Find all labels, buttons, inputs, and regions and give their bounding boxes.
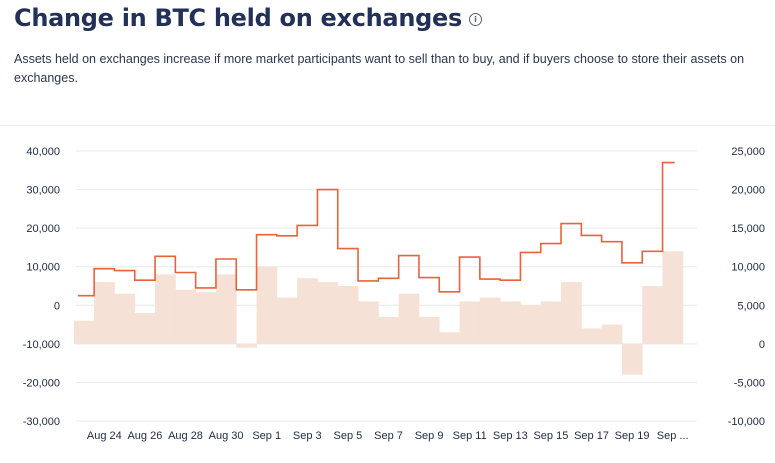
divider (0, 125, 775, 126)
btc-change-line (78, 161, 675, 297)
title-row: Change in BTC held on exchanges i (14, 4, 482, 32)
x-tick-label: Sep 3 (293, 430, 322, 442)
x-tick-label: Sep 5 (334, 430, 363, 442)
area-bar (520, 305, 542, 344)
area-bar (256, 266, 278, 344)
y-left-tick-label: -20,000 (23, 377, 60, 389)
y-left-tick-label: 10,000 (26, 262, 60, 274)
area-bar (73, 320, 95, 344)
x-tick-label: Sep 13 (493, 430, 528, 442)
area-bar (297, 278, 318, 344)
y-left-tick-label: -10,000 (23, 339, 60, 351)
area-bar (317, 282, 339, 344)
x-tick-label: Aug 26 (127, 430, 162, 442)
x-tick-label: Sep 17 (574, 430, 609, 442)
y-right-tick-label: 5,000 (737, 300, 765, 312)
area-bar (418, 316, 440, 344)
area-bar (459, 301, 481, 344)
x-tick-label: Sep 11 (453, 430, 487, 442)
x-tick-label: Sep 1 (252, 430, 281, 442)
area-bar (439, 332, 460, 344)
y-right-tick-label: 0 (759, 339, 765, 351)
y-left-tick-label: 0 (54, 300, 60, 312)
chart-subtitle: Assets held on exchanges increase if mor… (14, 52, 745, 85)
exchange-flow-chart: 40,000 30,000 20,000 10,000 0 -10,000 -20,000 -… (23, 146, 765, 442)
area-bar (358, 301, 379, 344)
x-tick-label: Sep ... (657, 430, 689, 442)
area-bar (337, 286, 359, 344)
area-bar (601, 324, 623, 344)
area-bar (276, 297, 298, 344)
area-bar (378, 316, 400, 344)
y-left-tick-label: 30,000 (26, 185, 60, 197)
area-bar (398, 293, 420, 344)
page-title: Change in BTC held on exchanges (14, 4, 462, 32)
x-tick-label: Sep 9 (415, 430, 444, 442)
area-bar (215, 274, 237, 344)
y-left-tick-label: -30,000 (23, 416, 60, 428)
x-tick-label: Aug 28 (168, 430, 203, 442)
area-bar (561, 282, 582, 344)
info-icon[interactable]: i (468, 12, 482, 26)
area-bar (94, 282, 115, 344)
y-left-tick-label: 40,000 (26, 146, 60, 158)
x-tick-label: Sep 15 (533, 430, 568, 442)
y-right-tick-label: -10,000 (728, 416, 765, 428)
area-bar (642, 286, 663, 344)
area-bar (479, 297, 501, 344)
y-right-tick-label: 15,000 (731, 223, 765, 235)
area-bar (155, 274, 176, 344)
y-right-tick-label: 20,000 (731, 185, 765, 197)
area-bar (175, 289, 197, 344)
x-tick-label: Aug 30 (209, 430, 244, 442)
area-bar (581, 328, 603, 344)
y-right-tick-label: -5,000 (734, 377, 765, 389)
area-bar (621, 343, 643, 375)
area-bar (500, 301, 521, 344)
x-tick-label: Aug 24 (87, 430, 122, 442)
area-bar (236, 343, 257, 348)
area-bar (540, 301, 562, 344)
y-right-tick-label: 25,000 (731, 146, 765, 158)
area-bar (195, 292, 217, 344)
x-tick-label: Sep 19 (615, 430, 650, 442)
area-bar (662, 251, 684, 344)
y-right-tick-label: 10,000 (731, 262, 765, 274)
x-tick-label: Sep 7 (374, 430, 403, 442)
area-bar (134, 313, 156, 344)
area-bar (114, 293, 136, 344)
y-left-tick-label: 20,000 (26, 223, 60, 235)
